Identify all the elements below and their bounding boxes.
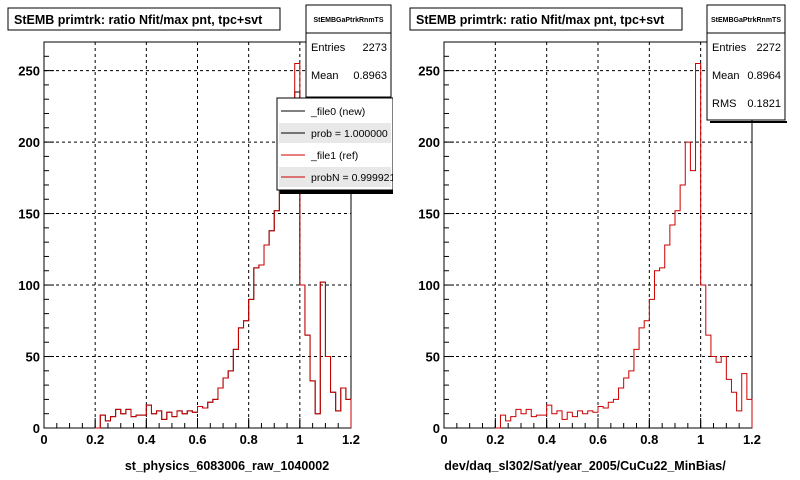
stats-entries-label: Entries bbox=[311, 42, 346, 54]
chart-title: StEMB primtrk: ratio Nfit/max pnt, tpc+s… bbox=[416, 13, 665, 27]
x-tick-label: 0.4 bbox=[538, 432, 557, 447]
legend-label: probN = 0.999921 bbox=[311, 172, 396, 184]
x-tick-label: 0 bbox=[40, 432, 47, 447]
stats-mean-label: Mean bbox=[712, 70, 740, 82]
x-tick-label: 1.2 bbox=[342, 432, 360, 447]
x-tick-label: 0.2 bbox=[86, 432, 104, 447]
x-tick-label: 0.6 bbox=[589, 432, 607, 447]
legend-label: _file0 (new) bbox=[310, 106, 365, 118]
x-tick-label: 1 bbox=[296, 432, 303, 447]
x-tick-label: 0.8 bbox=[640, 432, 658, 447]
stats-entries-label: Entries bbox=[712, 42, 747, 54]
x-tick-label: 0.2 bbox=[486, 432, 504, 447]
y-tick-label: 50 bbox=[26, 350, 40, 365]
x-tick-label: 0.8 bbox=[240, 432, 258, 447]
y-tick-label: 150 bbox=[418, 207, 440, 222]
y-tick-label: 0 bbox=[433, 421, 440, 436]
title-box bbox=[409, 7, 683, 31]
x-axis-label: dev/daq_sl302/Sat/year_2005/CuCu22_MinBi… bbox=[444, 459, 726, 473]
stats-box bbox=[305, 4, 392, 98]
stats-mean-value: 0.8964 bbox=[747, 70, 781, 82]
legend-row-bg bbox=[279, 167, 391, 187]
y-tick-label: 100 bbox=[418, 278, 440, 293]
histogram-series-1 bbox=[95, 62, 352, 429]
x-tick-label: 0.4 bbox=[137, 432, 156, 447]
x-tick-label: 0.6 bbox=[188, 432, 206, 447]
legend-row-bg bbox=[279, 123, 391, 143]
y-tick-label: 50 bbox=[426, 350, 440, 365]
stats-entries-value: 2273 bbox=[363, 42, 387, 54]
legend-shadow bbox=[280, 190, 396, 194]
y-tick-label: 150 bbox=[18, 207, 40, 222]
chart-title: StEMB primtrk: ratio Nfit/max pnt, tpc+s… bbox=[14, 13, 263, 27]
y-tick-label: 0 bbox=[33, 421, 40, 436]
stats-title: StEMBGaPtrkRnmTS bbox=[711, 17, 781, 24]
y-tick-label: 250 bbox=[18, 64, 40, 79]
x-tick-label: 1.2 bbox=[743, 432, 761, 447]
y-tick-label: 250 bbox=[418, 64, 440, 79]
y-tick-label: 100 bbox=[18, 278, 40, 293]
legend-label: _file1 (ref) bbox=[310, 150, 358, 162]
stats-title: StEMBGaPtrkRnmTS bbox=[313, 17, 383, 24]
stats-mean-label: Mean bbox=[311, 70, 339, 82]
y-tick-label: 200 bbox=[418, 135, 440, 150]
stats-box bbox=[706, 4, 786, 121]
stats-rms-label: RMS bbox=[712, 98, 736, 110]
title-box bbox=[7, 7, 281, 31]
y-tick-label: 200 bbox=[18, 135, 40, 150]
legend-clip bbox=[393, 90, 407, 200]
stats-mean-value: 0.8963 bbox=[353, 70, 387, 82]
stats-rms-value: 0.1821 bbox=[747, 98, 781, 110]
stats-entries-value: 2272 bbox=[757, 42, 781, 54]
legend-label: prob = 1.000000 bbox=[311, 128, 388, 140]
x-axis-label: st_physics_6083006_raw_1040002 bbox=[125, 459, 329, 473]
x-tick-label: 1 bbox=[697, 432, 704, 447]
histogram-series-0 bbox=[495, 62, 753, 429]
x-tick-label: 0 bbox=[440, 432, 447, 447]
